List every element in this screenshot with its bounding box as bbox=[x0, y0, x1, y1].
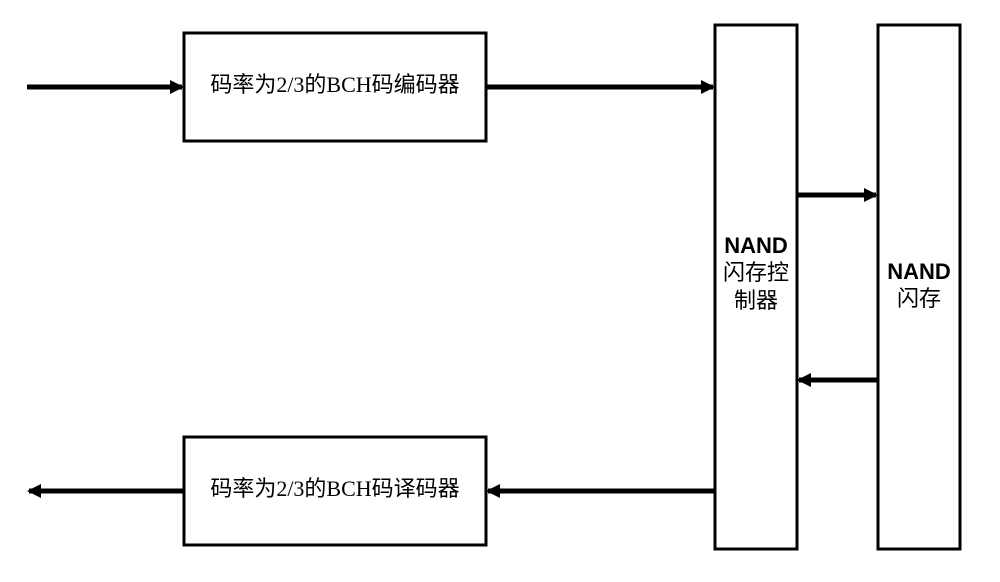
nand-flash-label-line2: 闪存 bbox=[897, 286, 941, 311]
bch-decoder-label: 码率为2/3的BCH码译码器 bbox=[210, 476, 459, 501]
nand-controller-label-line2: 闪存控 bbox=[723, 260, 789, 285]
nand-flash-label-line1: NAND bbox=[887, 259, 951, 284]
nand-controller-label-line3: 制器 bbox=[734, 288, 778, 313]
nand-controller-box bbox=[715, 25, 797, 549]
bch-encoder-label: 码率为2/3的BCH码编码器 bbox=[210, 72, 459, 97]
nand-controller-label-line1: NAND bbox=[724, 233, 788, 258]
